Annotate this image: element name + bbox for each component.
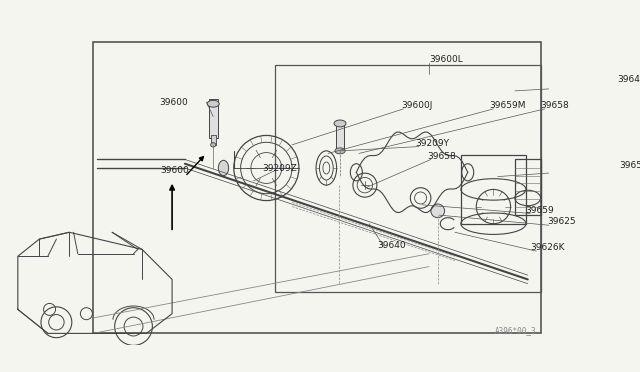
- Bar: [275, 65, 541, 292]
- Text: 39658: 39658: [428, 153, 456, 161]
- Text: 39659M: 39659M: [489, 101, 525, 110]
- Circle shape: [431, 204, 445, 218]
- Bar: [336, 124, 344, 151]
- Text: 39209Y: 39209Y: [415, 139, 449, 148]
- Bar: [93, 42, 541, 333]
- Ellipse shape: [334, 120, 346, 127]
- Text: 39600J: 39600J: [402, 101, 433, 110]
- Text: A396*00_3: A396*00_3: [495, 326, 536, 335]
- Text: 39600L: 39600L: [429, 55, 463, 64]
- Bar: [515, 160, 541, 215]
- Bar: [211, 135, 216, 145]
- Text: 39659: 39659: [525, 206, 554, 215]
- Bar: [209, 99, 218, 138]
- Ellipse shape: [218, 160, 228, 176]
- Text: 39209Z: 39209Z: [262, 164, 297, 173]
- Text: 39626K: 39626K: [531, 243, 564, 252]
- Text: 39600: 39600: [160, 166, 189, 175]
- Text: 39600: 39600: [159, 97, 188, 106]
- Ellipse shape: [335, 148, 345, 154]
- Text: 39658: 39658: [541, 101, 570, 110]
- Text: 39625: 39625: [547, 218, 576, 227]
- Text: 39640: 39640: [378, 241, 406, 250]
- Text: 39654: 39654: [620, 161, 640, 170]
- Bar: [461, 155, 526, 224]
- Ellipse shape: [211, 143, 216, 147]
- Ellipse shape: [207, 100, 220, 107]
- Text: 39641: 39641: [618, 75, 640, 84]
